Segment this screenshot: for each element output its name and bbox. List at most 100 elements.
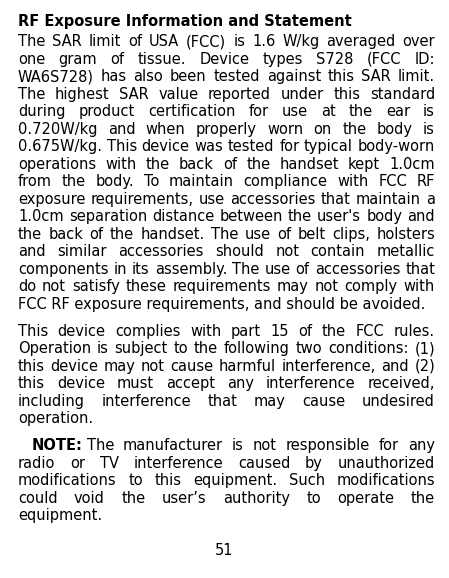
Text: is: is	[97, 341, 109, 356]
Text: To: To	[144, 174, 159, 189]
Text: to: to	[128, 473, 143, 488]
Text: worn: worn	[267, 121, 304, 136]
Text: comply: comply	[345, 279, 398, 294]
Text: conditions:: conditions:	[328, 341, 409, 356]
Text: should: should	[215, 244, 264, 259]
Text: to: to	[306, 491, 321, 506]
Text: back: back	[179, 157, 214, 172]
Text: not: not	[141, 359, 165, 374]
Text: user's: user's	[317, 209, 361, 224]
Text: Operation: Operation	[18, 341, 91, 356]
Text: has: has	[101, 69, 127, 84]
Text: not: not	[42, 279, 66, 294]
Text: this: this	[333, 87, 360, 102]
Text: ID:: ID:	[414, 51, 435, 66]
Text: unauthorized: unauthorized	[338, 456, 435, 471]
Text: its: its	[132, 262, 150, 277]
Text: device: device	[58, 324, 106, 339]
Text: 0.720W/kg: 0.720W/kg	[18, 121, 97, 136]
Text: been: been	[170, 69, 207, 84]
Text: do: do	[18, 279, 36, 294]
Text: the: the	[288, 209, 312, 224]
Text: (1): (1)	[414, 341, 435, 356]
Text: cause: cause	[171, 359, 214, 374]
Text: of: of	[277, 227, 291, 242]
Text: Such: Such	[289, 473, 325, 488]
Text: The: The	[211, 227, 238, 242]
Text: any: any	[408, 438, 435, 453]
Text: also: also	[134, 69, 163, 84]
Text: may: may	[277, 279, 309, 294]
Text: operate: operate	[338, 491, 394, 506]
Text: that: that	[321, 192, 351, 206]
Text: (FCC): (FCC)	[186, 34, 226, 49]
Text: may: may	[104, 359, 136, 374]
Text: manufacturer: manufacturer	[123, 438, 223, 453]
Text: modifications: modifications	[18, 473, 117, 488]
Text: product: product	[79, 104, 135, 119]
Text: gram: gram	[58, 51, 97, 66]
Text: clips,: clips,	[332, 227, 370, 242]
Text: operations: operations	[18, 157, 96, 172]
Text: is: is	[423, 104, 435, 119]
Text: exposure: exposure	[18, 192, 85, 206]
Text: of: of	[110, 51, 124, 66]
Text: RF: RF	[417, 174, 435, 189]
Text: requirements,: requirements,	[91, 192, 194, 206]
Text: back: back	[48, 227, 84, 242]
Text: value: value	[158, 87, 198, 102]
Text: and: and	[381, 359, 409, 374]
Text: body.: body.	[96, 174, 134, 189]
Text: maintain: maintain	[356, 192, 421, 206]
Text: holsters: holsters	[376, 227, 435, 242]
Text: one: one	[18, 51, 45, 66]
Text: and: and	[407, 209, 435, 224]
Text: use: use	[282, 104, 308, 119]
Text: (FCC: (FCC	[367, 51, 401, 66]
Text: from: from	[18, 174, 52, 189]
Text: reported: reported	[208, 87, 271, 102]
Text: NOTE:: NOTE:	[32, 438, 83, 453]
Text: use: use	[199, 192, 225, 206]
Text: device: device	[50, 359, 98, 374]
Text: typical: typical	[304, 139, 353, 154]
Text: distance: distance	[152, 209, 214, 224]
Text: the: the	[246, 157, 270, 172]
Text: compliance: compliance	[243, 174, 328, 189]
Text: equipment.: equipment.	[18, 509, 102, 523]
Text: with: with	[190, 324, 221, 339]
Text: of: of	[128, 34, 142, 49]
Text: TV: TV	[100, 456, 119, 471]
Text: limit: limit	[89, 34, 121, 49]
Text: caused: caused	[238, 456, 291, 471]
Text: when: when	[146, 121, 185, 136]
Text: metallic: metallic	[377, 244, 435, 259]
Text: or: or	[70, 456, 85, 471]
Text: user’s: user’s	[162, 491, 207, 506]
Text: at: at	[321, 104, 335, 119]
Text: radio: radio	[18, 456, 55, 471]
Text: this: this	[328, 69, 355, 84]
Text: FCC: FCC	[378, 174, 407, 189]
Text: The: The	[232, 262, 260, 277]
Text: accessories: accessories	[315, 262, 400, 277]
Text: between: between	[220, 209, 283, 224]
Text: for: for	[279, 139, 299, 154]
Text: use: use	[264, 262, 291, 277]
Text: body: body	[366, 209, 402, 224]
Text: part: part	[231, 324, 261, 339]
Text: is: is	[232, 438, 244, 453]
Text: tested: tested	[228, 139, 274, 154]
Text: under: under	[281, 87, 324, 102]
Text: interference: interference	[134, 456, 223, 471]
Text: maintain: maintain	[169, 174, 234, 189]
Text: 1.6: 1.6	[252, 34, 275, 49]
Text: the: the	[322, 324, 346, 339]
Text: contain: contain	[311, 244, 365, 259]
Text: interference: interference	[101, 394, 191, 409]
Text: accept: accept	[166, 376, 215, 391]
Text: this: this	[18, 376, 45, 391]
Text: undesired: undesired	[362, 394, 435, 409]
Text: with: with	[105, 157, 136, 172]
Text: the: the	[62, 174, 86, 189]
